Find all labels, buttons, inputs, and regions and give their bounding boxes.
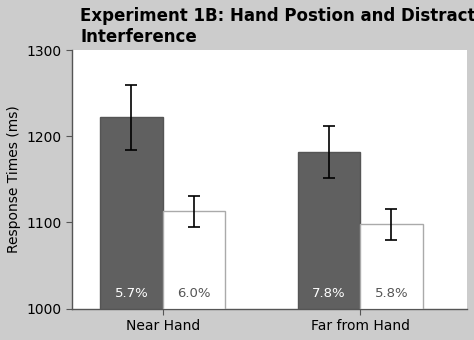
- Y-axis label: Response Times (ms): Response Times (ms): [7, 105, 21, 253]
- Text: 7.8%: 7.8%: [312, 287, 346, 300]
- Text: 5.7%: 5.7%: [115, 287, 148, 300]
- Bar: [298, 152, 360, 309]
- Text: 6.0%: 6.0%: [177, 287, 210, 300]
- Bar: [163, 211, 225, 309]
- Bar: [100, 117, 163, 309]
- Text: 5.8%: 5.8%: [374, 287, 408, 300]
- Bar: [360, 224, 423, 309]
- Text: Experiment 1B: Hand Postion and Distractor
Interference: Experiment 1B: Hand Postion and Distract…: [80, 7, 474, 46]
